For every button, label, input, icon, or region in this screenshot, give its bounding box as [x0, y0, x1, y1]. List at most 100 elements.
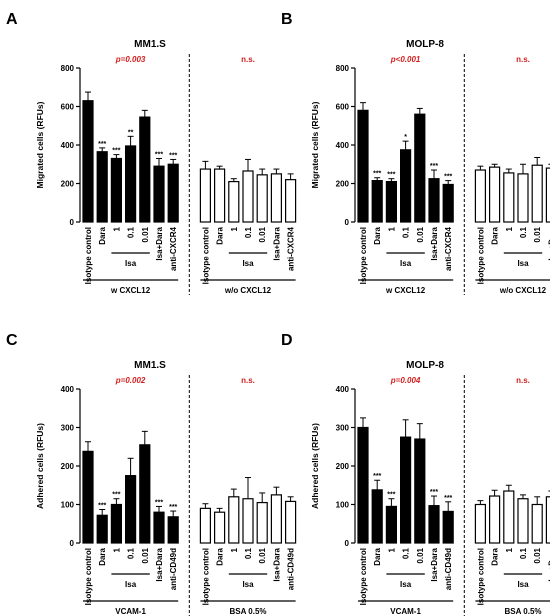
significance-stars: *** — [373, 171, 381, 178]
category-label: 0.1 — [519, 547, 528, 559]
y-tick-label: 100 — [336, 501, 350, 510]
p-value-right: n.s. — [241, 376, 255, 385]
y-tick-label: 200 — [61, 462, 75, 471]
y-tick-label: 200 — [336, 462, 350, 471]
category-label: 0.01 — [258, 547, 267, 563]
category-label: 0.1 — [402, 547, 411, 559]
bar — [256, 501, 268, 544]
bar — [285, 500, 297, 544]
bar — [82, 450, 94, 544]
y-tick-label: 200 — [61, 180, 75, 189]
bar — [474, 169, 486, 223]
y-tick-label: 0 — [345, 539, 350, 548]
panel-letter: A — [6, 11, 18, 28]
panel-letter: C — [6, 332, 18, 349]
category-label: 0.1 — [402, 226, 411, 238]
p-value-left: p=0.004 — [390, 376, 421, 385]
category-label: Isotype control — [476, 227, 485, 284]
panel-c: C MM1.S p=0.002 n.s. 0 100 200 300 400 Adhered ce… — [6, 332, 297, 616]
category-label: Dara — [98, 226, 107, 244]
bar — [242, 170, 254, 223]
bar — [545, 496, 550, 544]
bar — [442, 183, 454, 223]
isa-label: Isa — [242, 580, 254, 589]
bar — [228, 496, 240, 544]
isa-label: Isa — [517, 259, 529, 268]
category-label: Isotype control — [84, 227, 93, 284]
isa-label: Isa — [125, 580, 137, 589]
y-tick-label: 300 — [336, 424, 350, 433]
significance-stars: ** — [128, 129, 134, 136]
bar — [139, 444, 151, 544]
category-label: 0.1 — [127, 226, 136, 238]
y-tick-label: 400 — [61, 141, 75, 150]
bar — [153, 165, 165, 223]
category-label: Isa+Dara — [547, 547, 550, 581]
y-axis-label: Adhered cells (RFUs) — [310, 423, 320, 509]
significance-stars: *** — [112, 148, 120, 155]
significance-stars: *** — [387, 172, 395, 179]
significance-stars: *** — [169, 152, 177, 159]
category-label: 0.1 — [519, 226, 528, 238]
bar — [167, 163, 179, 223]
bar — [489, 166, 501, 223]
p-value-right: n.s. — [241, 55, 255, 64]
category-label: anti-CD49d — [287, 548, 296, 590]
y-axis-label: Adhered cells (RFUs) — [35, 423, 45, 509]
bar — [199, 168, 211, 223]
y-tick-label: 300 — [61, 424, 75, 433]
category-label: 1 — [112, 226, 121, 231]
bar — [371, 180, 383, 223]
bar — [399, 436, 412, 544]
bar — [503, 172, 515, 223]
category-label: Isa+Dara — [272, 226, 281, 260]
category-label: anti-CD49d — [169, 548, 178, 590]
bar — [96, 151, 108, 223]
group-label: w/o CXCL12 — [224, 286, 272, 295]
panel-b: B MOLP-8 p<0.001 n.s. 0 200 400 600 800 Migrated … — [281, 11, 550, 295]
category-label: 1 — [230, 547, 239, 552]
y-tick-label: 0 — [70, 218, 75, 227]
bar — [385, 180, 398, 223]
bar — [270, 494, 282, 544]
y-axis-label: Migrated cells (RFUs) — [310, 101, 320, 188]
bar — [357, 426, 369, 544]
category-label: Dara — [373, 226, 382, 244]
group-label: w CXCL12 — [385, 286, 426, 295]
category-label: Isa+Dara — [430, 547, 439, 581]
category-label: 0.01 — [533, 547, 542, 563]
isa-label: Isa — [400, 580, 412, 589]
category-label: Isotype control — [201, 548, 210, 605]
bar — [414, 113, 426, 223]
category-label: 1 — [112, 547, 121, 552]
category-label: Isa+Dara — [547, 226, 550, 260]
bar — [110, 503, 123, 544]
category-label: 1 — [387, 226, 396, 231]
panel-a: A MM1.S p=0.003 n.s. 0 200 400 600 800 Migrated c… — [6, 11, 297, 295]
significance-stars: *** — [430, 163, 438, 170]
category-label: 1 — [387, 547, 396, 552]
p-value-right: n.s. — [516, 55, 530, 64]
group-label: BSA 0.5% — [504, 607, 541, 616]
p-value-right: n.s. — [516, 376, 530, 385]
category-label: Dara — [216, 547, 225, 565]
y-tick-label: 400 — [336, 141, 350, 150]
chart-title: MM1.S — [134, 39, 166, 50]
y-tick-label: 400 — [61, 385, 75, 394]
bar — [517, 498, 529, 544]
bar — [124, 145, 137, 223]
chart-title: MM1.S — [134, 360, 166, 371]
bar — [214, 511, 226, 544]
bar — [489, 495, 501, 544]
category-label: 1 — [230, 226, 239, 231]
bar — [414, 438, 426, 544]
chart-title: MOLP-8 — [406, 39, 444, 50]
bar — [270, 173, 282, 223]
bar — [442, 510, 454, 544]
isa-label: Isa — [517, 580, 529, 589]
category-label: Isotype control — [359, 548, 368, 605]
bar — [242, 498, 254, 544]
p-value-left: p<0.001 — [390, 55, 421, 64]
bar — [545, 167, 550, 223]
significance-stars: *** — [155, 151, 163, 158]
